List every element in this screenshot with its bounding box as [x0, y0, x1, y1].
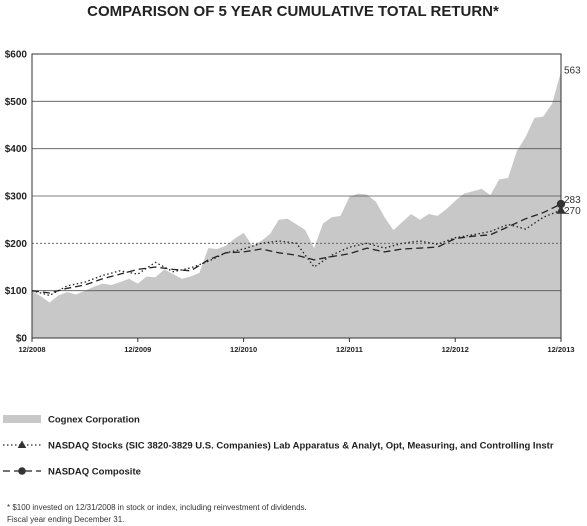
footnotes: * $100 invested on 12/31/2008 in stock o… [7, 503, 307, 524]
chart-title: COMPARISON OF 5 YEAR CUMULATIVE TOTAL RE… [87, 3, 499, 20]
y-tick-label: $0 [16, 334, 28, 345]
legend-label: NASDAQ Stocks (SIC 3820-3829 U.S. Compan… [48, 441, 554, 452]
footnote-text: Fiscal year ending December 31. [7, 515, 124, 524]
x-tick-label: 12/2013 [547, 345, 574, 354]
x-tick-label: 12/2011 [336, 345, 363, 354]
x-tick-label: 12/2012 [442, 345, 469, 354]
legend-swatch-area [3, 415, 41, 423]
legend-label: Cognex Corporation [48, 415, 140, 426]
y-tick-label: $400 [5, 144, 28, 155]
footnote-text: * $100 invested on 12/31/2008 in stock o… [7, 503, 307, 512]
end-value-label: 563 [564, 66, 581, 77]
series-line-nasdaq-stocks-sic [31, 209, 562, 297]
legend-marker-triangle [17, 440, 27, 448]
plot-border [31, 53, 562, 339]
end-value-label: 270 [564, 206, 581, 217]
legend: Cognex Corporation NASDAQ Stocks (SIC 382… [3, 415, 554, 478]
y-tick-label: $200 [5, 239, 28, 250]
y-tick-label: $100 [5, 286, 28, 297]
cognex-area-layer [32, 71, 561, 338]
x-tick-label: 12/2008 [18, 345, 45, 354]
x-tick-label: 12/2010 [230, 345, 257, 354]
series-line-nasdaq-composite [31, 203, 562, 294]
x-tick-label: 12/2009 [124, 345, 151, 354]
gridlines [32, 100, 561, 292]
legend-label: NASDAQ Composite [48, 467, 141, 478]
y-axis-ticks: $0 $100 $200 $300 $400 $500 $600 [5, 50, 28, 345]
y-tick-label: $600 [5, 50, 28, 61]
legend-marker-circle [18, 467, 26, 475]
series-area-cognex [32, 71, 561, 338]
y-tick-label: $500 [5, 97, 28, 108]
y-tick-label: $300 [5, 192, 28, 203]
end-value-label: 283 [564, 195, 581, 206]
x-axis-ticks: 12/2008 12/2009 12/2010 12/2011 12/2012 12/20… [18, 338, 575, 354]
plot-frame [31, 53, 562, 339]
